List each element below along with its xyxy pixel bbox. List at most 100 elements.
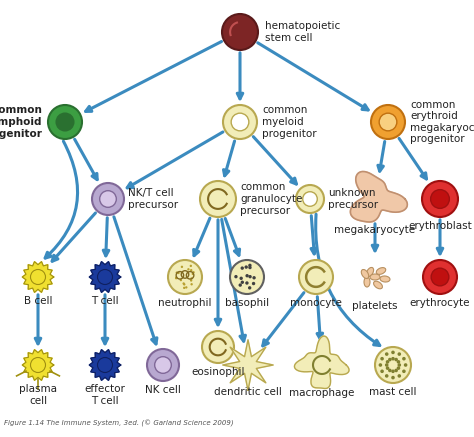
Text: dendritic cell: dendritic cell: [214, 387, 282, 397]
Circle shape: [391, 350, 395, 354]
Text: common
granulocyte
precursor: common granulocyte precursor: [240, 182, 302, 215]
Circle shape: [380, 357, 384, 361]
Text: monocyte: monocyte: [290, 298, 342, 308]
Circle shape: [394, 369, 398, 372]
Circle shape: [386, 360, 389, 364]
Ellipse shape: [361, 270, 369, 278]
Text: neutrophil: neutrophil: [158, 298, 212, 308]
Polygon shape: [89, 350, 121, 380]
Circle shape: [246, 274, 249, 277]
Text: erythrocyte: erythrocyte: [410, 298, 470, 308]
Polygon shape: [223, 340, 273, 390]
Text: erythroblast: erythroblast: [408, 221, 472, 231]
Circle shape: [303, 192, 317, 206]
Circle shape: [182, 282, 185, 284]
Circle shape: [239, 277, 243, 280]
Circle shape: [200, 181, 236, 217]
Text: Figure 1.14 The Immune System, 3ed. (© Garland Science 2009): Figure 1.14 The Immune System, 3ed. (© G…: [4, 420, 234, 427]
Circle shape: [168, 260, 202, 294]
Circle shape: [391, 357, 395, 361]
Circle shape: [397, 360, 400, 364]
Ellipse shape: [370, 274, 380, 280]
Circle shape: [379, 363, 382, 367]
Circle shape: [385, 363, 389, 367]
Circle shape: [391, 370, 395, 373]
Circle shape: [56, 113, 74, 131]
Circle shape: [398, 374, 401, 378]
Circle shape: [190, 279, 192, 282]
Circle shape: [248, 275, 252, 278]
Circle shape: [404, 363, 407, 367]
Circle shape: [248, 264, 252, 267]
Circle shape: [397, 366, 400, 370]
Circle shape: [30, 357, 46, 372]
Circle shape: [30, 270, 46, 284]
Text: unknown
precursor: unknown precursor: [328, 188, 378, 210]
Circle shape: [177, 272, 180, 274]
Circle shape: [190, 265, 192, 267]
Circle shape: [190, 269, 192, 271]
Circle shape: [380, 370, 384, 373]
Circle shape: [147, 349, 179, 381]
Circle shape: [100, 191, 116, 207]
Circle shape: [175, 276, 177, 279]
Polygon shape: [22, 350, 54, 380]
Text: hematopoietic
stem cell: hematopoietic stem cell: [265, 21, 340, 43]
Circle shape: [185, 286, 188, 288]
Text: NK/T cell
precursor: NK/T cell precursor: [128, 188, 178, 210]
Circle shape: [241, 281, 244, 284]
Circle shape: [175, 271, 178, 274]
Text: common
myeloid
progenitor: common myeloid progenitor: [262, 105, 317, 139]
Ellipse shape: [374, 281, 383, 289]
Circle shape: [223, 105, 257, 139]
Circle shape: [423, 260, 457, 294]
Circle shape: [191, 283, 193, 285]
Circle shape: [181, 266, 183, 268]
Circle shape: [252, 276, 256, 280]
Circle shape: [386, 366, 389, 370]
Circle shape: [98, 270, 112, 284]
Circle shape: [180, 279, 182, 281]
Circle shape: [240, 267, 244, 270]
Text: megakaryocyte: megakaryocyte: [335, 225, 416, 235]
Circle shape: [231, 113, 249, 131]
Circle shape: [175, 277, 177, 279]
Circle shape: [299, 260, 333, 294]
Ellipse shape: [366, 267, 374, 277]
Circle shape: [248, 286, 251, 290]
Circle shape: [402, 357, 406, 361]
Circle shape: [296, 185, 324, 213]
Circle shape: [391, 376, 395, 379]
Text: mast cell: mast cell: [369, 387, 417, 397]
Circle shape: [252, 282, 255, 285]
Circle shape: [183, 287, 185, 289]
Circle shape: [48, 105, 82, 139]
Circle shape: [183, 283, 185, 286]
Circle shape: [245, 281, 249, 285]
Circle shape: [187, 268, 190, 271]
Ellipse shape: [376, 267, 386, 274]
Text: effector
T cell: effector T cell: [84, 384, 126, 406]
Text: common
erythroid
megakaryocyte
progenitor: common erythroid megakaryocyte progenito…: [410, 100, 474, 144]
Circle shape: [371, 105, 405, 139]
Circle shape: [202, 331, 234, 363]
Circle shape: [222, 14, 258, 50]
Circle shape: [248, 266, 252, 269]
Circle shape: [394, 358, 398, 361]
Circle shape: [431, 190, 449, 208]
Circle shape: [402, 370, 406, 373]
Circle shape: [385, 374, 389, 378]
Circle shape: [230, 260, 264, 294]
Text: platelets: platelets: [352, 301, 398, 311]
Text: plasma
cell: plasma cell: [19, 384, 57, 406]
Circle shape: [379, 113, 397, 131]
Text: macrophage: macrophage: [289, 388, 355, 398]
Circle shape: [388, 369, 392, 372]
Circle shape: [192, 271, 195, 274]
Polygon shape: [294, 336, 349, 388]
Circle shape: [422, 181, 458, 217]
Circle shape: [191, 277, 193, 280]
Circle shape: [385, 352, 389, 356]
Polygon shape: [350, 172, 407, 222]
Text: B cell: B cell: [24, 296, 52, 306]
